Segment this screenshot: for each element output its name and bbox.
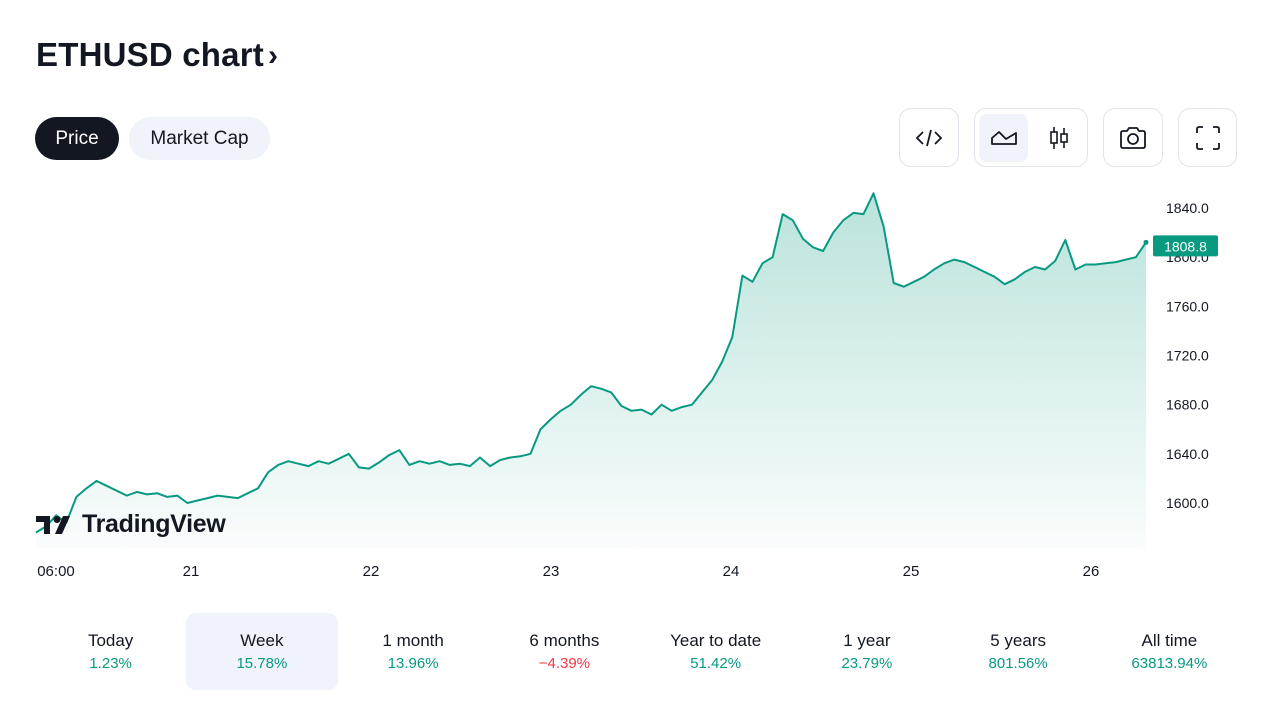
tradingview-logo-icon bbox=[36, 515, 70, 534]
price-line bbox=[35, 192, 1147, 534]
price-chart[interactable]: 1600.01640.01680.01720.01760.01800.01840… bbox=[0, 175, 1280, 595]
fullscreen-icon bbox=[1195, 125, 1220, 150]
last-price-badge bbox=[1153, 235, 1218, 257]
period-week[interactable]: Week 15.78% bbox=[186, 613, 338, 690]
period-1-month[interactable]: 1 month 13.96% bbox=[338, 613, 489, 690]
x-tick-label: 22 bbox=[363, 563, 380, 580]
tab-price[interactable]: Price bbox=[35, 117, 119, 160]
period-change: 801.56% bbox=[988, 655, 1048, 672]
performance-periods: Today 1.23% Week 15.78% 1 month 13.96% 6… bbox=[35, 613, 1245, 690]
period-change: 13.96% bbox=[387, 655, 439, 672]
tradingview-logo-text: TradingView bbox=[82, 510, 226, 538]
period-label: 1 year bbox=[843, 631, 891, 650]
y-tick-label: 1600.0 bbox=[1166, 495, 1209, 511]
period-change: 15.78% bbox=[236, 655, 288, 672]
y-tick-label: 1640.0 bbox=[1166, 446, 1209, 462]
camera-icon bbox=[1120, 126, 1146, 149]
snapshot-button[interactable] bbox=[1103, 108, 1163, 167]
y-tick-label: 1760.0 bbox=[1166, 298, 1209, 314]
candles-icon bbox=[1049, 126, 1068, 149]
period-today[interactable]: Today 1.23% bbox=[35, 613, 186, 690]
period-all-time[interactable]: All time 63813.94% bbox=[1094, 613, 1245, 690]
period-label: All time bbox=[1141, 631, 1198, 650]
embed-button[interactable] bbox=[899, 108, 959, 167]
y-tick-label: 1720.0 bbox=[1166, 348, 1209, 364]
x-tick-label: 24 bbox=[723, 563, 740, 580]
tradingview-logo[interactable]: TradingView bbox=[36, 510, 226, 539]
period-label: Today bbox=[87, 631, 134, 650]
period-year-to-date[interactable]: Year to date 51.42% bbox=[640, 613, 791, 690]
period-label: Year to date bbox=[670, 631, 762, 650]
period-label: 5 years bbox=[990, 631, 1046, 650]
y-tick-label: 1680.0 bbox=[1166, 397, 1209, 413]
period-6-months[interactable]: 6 months −4.39% bbox=[489, 613, 640, 690]
period-change: 51.42% bbox=[690, 655, 742, 672]
x-tick-label: 21 bbox=[183, 563, 200, 580]
candles-style-button[interactable] bbox=[1034, 114, 1083, 162]
x-tick-label: 26 bbox=[1083, 563, 1100, 580]
y-tick-label: 1840.0 bbox=[1166, 200, 1209, 216]
period-5-years[interactable]: 5 years 801.56% bbox=[943, 613, 1094, 690]
period-1-year[interactable]: 1 year 23.79% bbox=[791, 613, 942, 690]
last-point-marker bbox=[1143, 239, 1149, 245]
x-tick-label: 23 bbox=[543, 563, 560, 580]
area-style-button[interactable] bbox=[979, 113, 1028, 162]
chevron-right-icon: › bbox=[267, 39, 278, 72]
price-area-fill bbox=[36, 193, 1146, 549]
area-chart-icon bbox=[990, 130, 1017, 145]
tab-market-cap[interactable]: Market Cap bbox=[129, 117, 270, 160]
period-change: 1.23% bbox=[89, 655, 132, 672]
period-change: 63813.94% bbox=[1131, 655, 1208, 672]
fullscreen-button[interactable] bbox=[1178, 108, 1237, 167]
period-label: 1 month bbox=[382, 631, 444, 650]
x-tick-label: 25 bbox=[903, 563, 920, 580]
x-tick-label: 06:00 bbox=[37, 563, 75, 580]
chart-title-link[interactable]: ETHUSD chart › bbox=[36, 36, 278, 74]
period-change: −4.39% bbox=[538, 655, 591, 672]
period-label: Week bbox=[240, 631, 284, 650]
last-price-label: 1808.8 bbox=[1164, 238, 1207, 254]
code-icon bbox=[915, 129, 943, 146]
chart-style-toggle bbox=[974, 108, 1088, 167]
period-change: 23.79% bbox=[841, 655, 893, 672]
period-label: 6 months bbox=[529, 631, 600, 650]
page-title: ETHUSD chart bbox=[36, 36, 264, 73]
